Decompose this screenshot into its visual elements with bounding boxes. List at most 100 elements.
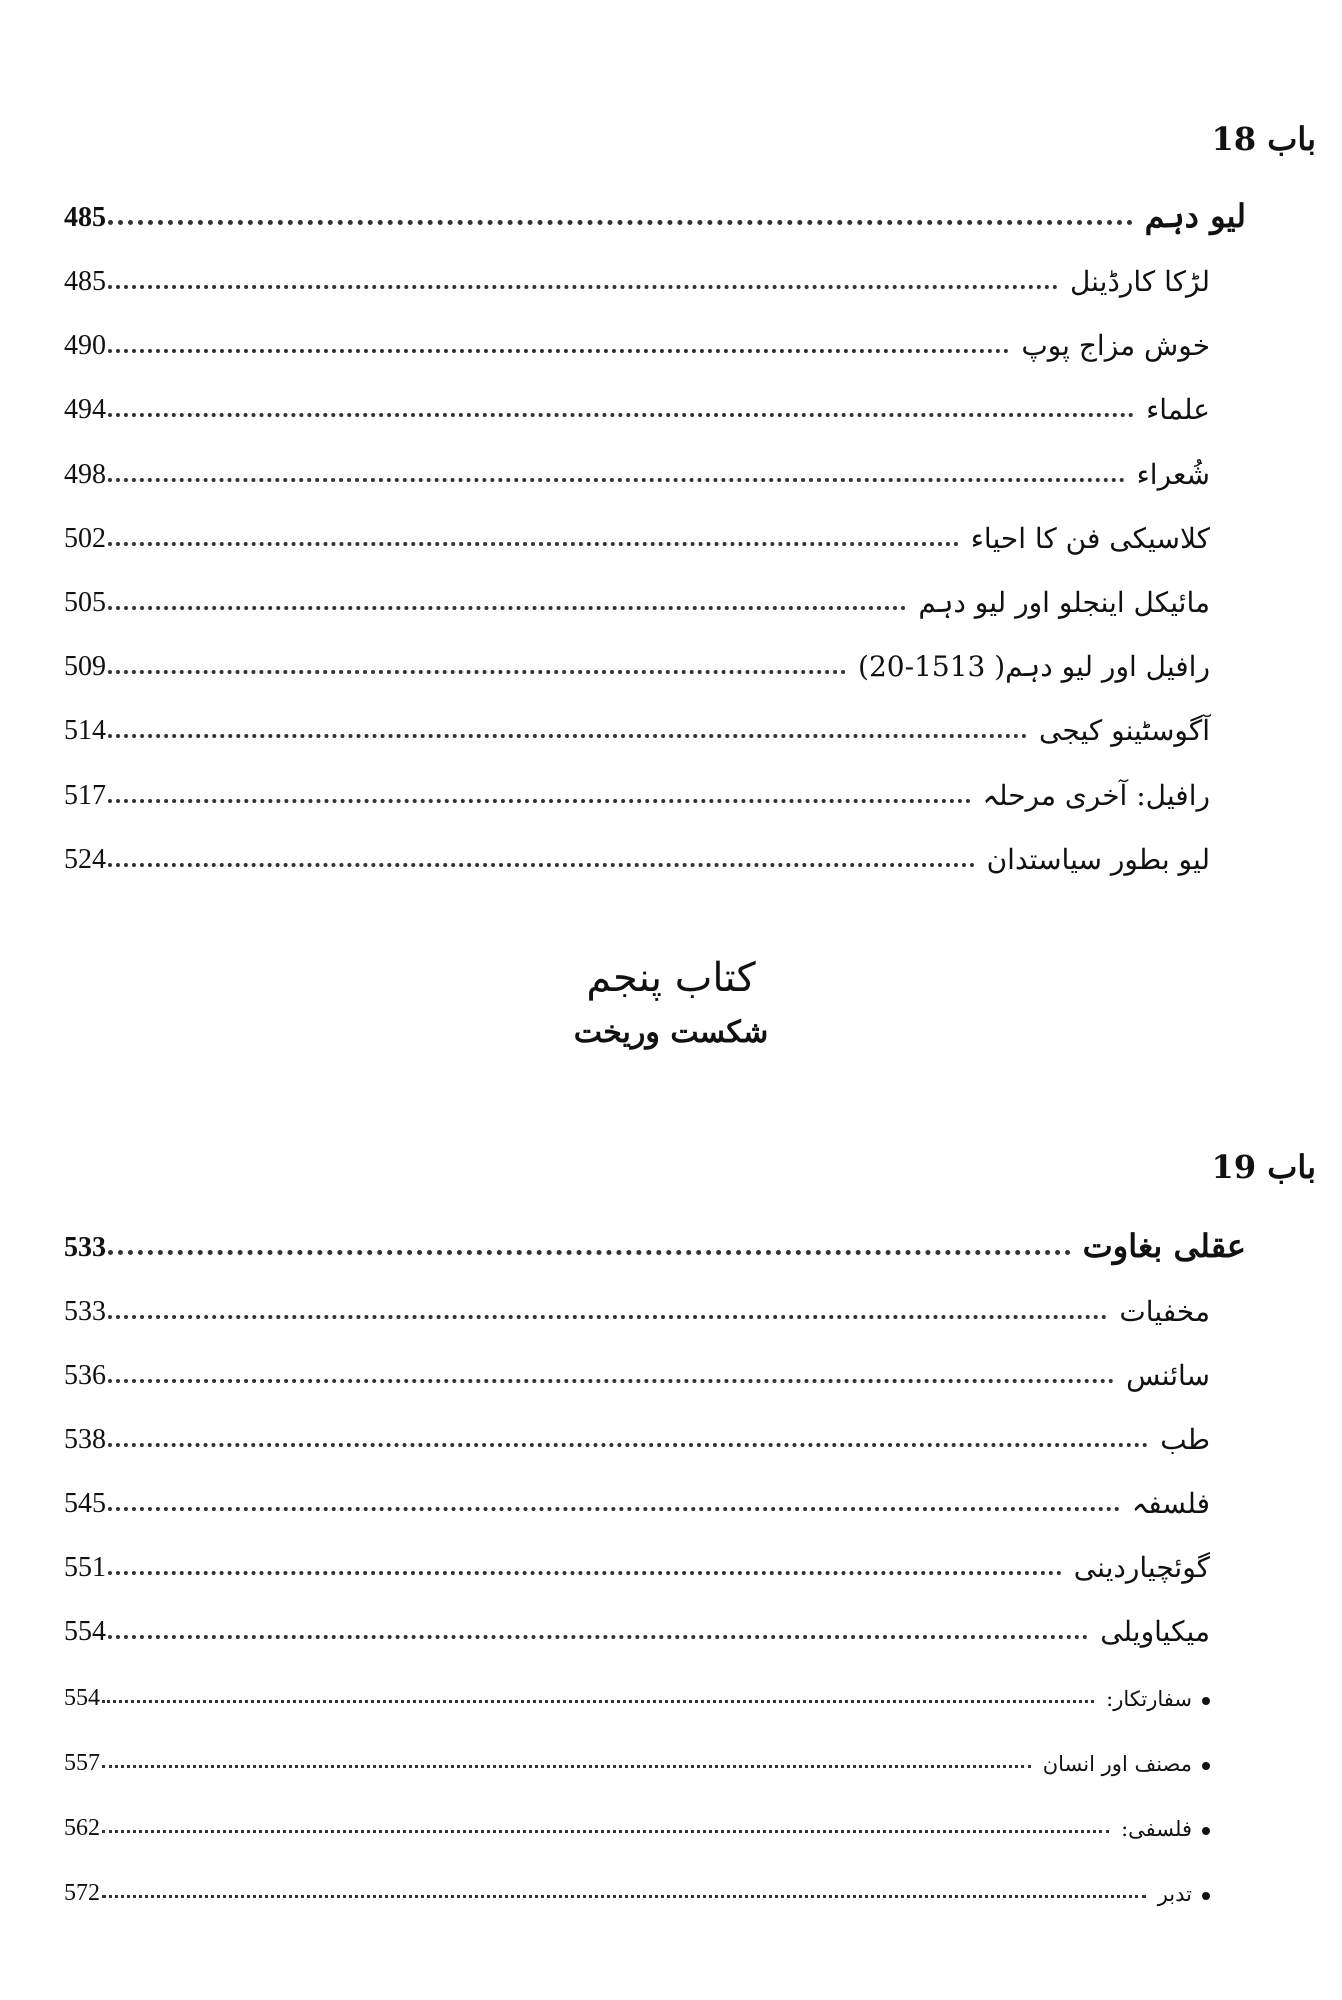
toc-title: تدبر (1146, 1884, 1210, 1905)
dot-leader (108, 862, 975, 867)
bullet-icon (1202, 1891, 1210, 1900)
toc-page: 572 (64, 1880, 100, 1906)
toc-heading-chapter-19[interactable]: عقلی بغاوت 533 (64, 1212, 1246, 1262)
dot-leader (108, 1507, 1120, 1511)
toc-page: 533 (64, 1232, 106, 1263)
dot-leader (108, 1635, 1089, 1639)
dot-leader (108, 413, 1135, 418)
dot-leader (108, 477, 1125, 482)
toc-title-text: مصنف اور انسان (1042, 1752, 1192, 1776)
chapter-18-label: باب 18 (1211, 120, 1316, 158)
dot-leader (108, 1443, 1149, 1447)
toc-title: لڑکا کارڈینل (1069, 265, 1210, 298)
toc-entry[interactable]: شُعراء 498 (64, 439, 1210, 489)
toc-title-text: فلسفی: (1121, 1817, 1192, 1841)
dot-leader (108, 349, 1010, 354)
toc-entry[interactable]: رافیل اور لیو دہم( 1513-20) 509 (64, 631, 1210, 681)
dot-leader (102, 1895, 1146, 1898)
toc-title: طب (1160, 1423, 1210, 1456)
toc-entry[interactable]: علماء 494 (64, 374, 1210, 424)
toc-title-text: تدبر (1157, 1882, 1192, 1906)
dot-leader (102, 1765, 1031, 1768)
dot-leader (108, 798, 971, 803)
book-title: کتاب پنجم (586, 955, 756, 1001)
toc-title: مصنف اور انسان (1031, 1754, 1210, 1775)
toc-page: 554 (64, 1616, 106, 1647)
toc-entry[interactable]: گوئچیاردینی 551 (64, 1532, 1210, 1582)
toc-page: 557 (64, 1750, 100, 1776)
toc-entry[interactable]: لیو بطور سیاستدان 524 (64, 824, 1210, 874)
toc-entry[interactable]: لڑکا کارڈینل 485 (64, 246, 1210, 296)
toc-title: مائیکل اینجلو اور لیو دہم (918, 586, 1210, 619)
toc-page: 551 (64, 1552, 106, 1583)
toc-title: رافیل اور لیو دہم( 1513-20) (858, 650, 1210, 684)
toc-title: رافیل: آخری مرحلہ (982, 778, 1210, 812)
toc-title: سفارتکار: (1094, 1689, 1210, 1710)
dot-leader (102, 1830, 1110, 1833)
toc-title: میکیاویلی (1100, 1615, 1210, 1648)
chapter-19-label: باب 19 (1211, 1148, 1316, 1186)
dot-leader (108, 1315, 1108, 1319)
bullet-icon (1202, 1696, 1210, 1705)
toc-title: لیو بطور سیاستدان (986, 842, 1210, 876)
toc-page: 536 (64, 1360, 106, 1391)
dot-leader (108, 734, 1028, 739)
toc-entry[interactable]: سفارتکار: 554 (64, 1660, 1210, 1710)
toc-page: 545 (64, 1488, 106, 1519)
toc-page: 562 (64, 1815, 100, 1841)
toc-entry[interactable]: آگوسٹینو کیجی 514 (64, 695, 1210, 745)
toc-entry[interactable]: خوش مزاج پوپ 490 (64, 310, 1210, 360)
toc-title: فلسفہ (1131, 1487, 1210, 1520)
toc-title: کلاسیکی فن کا احیاء (970, 521, 1210, 555)
toc-entry[interactable]: میکیاویلی 554 (64, 1596, 1210, 1646)
toc-entry[interactable]: فلسفہ 545 (64, 1468, 1210, 1518)
toc-title: شُعراء (1136, 457, 1210, 491)
toc-entry[interactable]: فلسفی: 562 (64, 1790, 1210, 1840)
toc-page: 505 (64, 587, 106, 618)
toc-page: 485 (64, 266, 106, 297)
toc-page: 514 (64, 715, 106, 747)
toc-page: 498 (64, 458, 106, 490)
toc-title: فلسفی: (1109, 1819, 1210, 1840)
toc-entry[interactable]: تدبر 572 (64, 1855, 1210, 1905)
toc-entry[interactable]: طب 538 (64, 1404, 1210, 1454)
dot-leader (108, 220, 1133, 225)
toc-entry[interactable]: سائنس 536 (64, 1340, 1210, 1390)
dot-leader (102, 1700, 1095, 1703)
toc-title: عقلی بغاوت (1082, 1227, 1246, 1265)
toc-title: سائنس (1126, 1359, 1210, 1392)
toc-title: مخفیات (1119, 1295, 1210, 1328)
dot-leader (108, 1379, 1115, 1383)
toc-entry[interactable]: مصنف اور انسان 557 (64, 1725, 1210, 1775)
toc-title: لیو دہم (1144, 197, 1246, 235)
toc-page: 554 (64, 1685, 100, 1711)
toc-entry[interactable]: کلاسیکی فن کا احیاء 502 (64, 503, 1210, 553)
dot-leader (108, 541, 959, 546)
toc-heading-chapter-18[interactable]: لیو دہم 485 (64, 182, 1246, 232)
dot-leader (108, 285, 1058, 289)
toc-entry[interactable]: مخفیات 533 (64, 1276, 1210, 1326)
bullet-icon (1202, 1826, 1210, 1835)
dot-leader (108, 606, 907, 610)
toc-page: 509 (64, 651, 106, 683)
toc-title: علماء (1146, 393, 1210, 427)
toc-page: 490 (64, 330, 106, 362)
toc-title-text: سفارتکار: (1106, 1687, 1192, 1711)
toc-page: 494 (64, 394, 106, 426)
bullet-icon (1202, 1761, 1210, 1770)
dot-leader (108, 670, 847, 675)
toc-page: 485 (64, 202, 106, 233)
toc-page: 517 (64, 779, 106, 811)
toc-entry[interactable]: مائیکل اینجلو اور لیو دہم 505 (64, 567, 1210, 617)
dot-leader (108, 1250, 1071, 1255)
toc-page: 538 (64, 1424, 106, 1455)
toc-page: 524 (64, 843, 106, 875)
toc-title: خوش مزاج پوپ (1021, 329, 1210, 363)
toc-page: 502 (64, 522, 106, 554)
toc-page: 533 (64, 1296, 106, 1327)
toc-title: گوئچیاردینی (1073, 1551, 1210, 1584)
toc-entry[interactable]: رافیل: آخری مرحلہ 517 (64, 760, 1210, 810)
dot-leader (108, 1571, 1062, 1575)
toc-title: آگوسٹینو کیجی (1039, 714, 1210, 748)
book-subtitle: شکست وریخت (573, 1015, 769, 1050)
